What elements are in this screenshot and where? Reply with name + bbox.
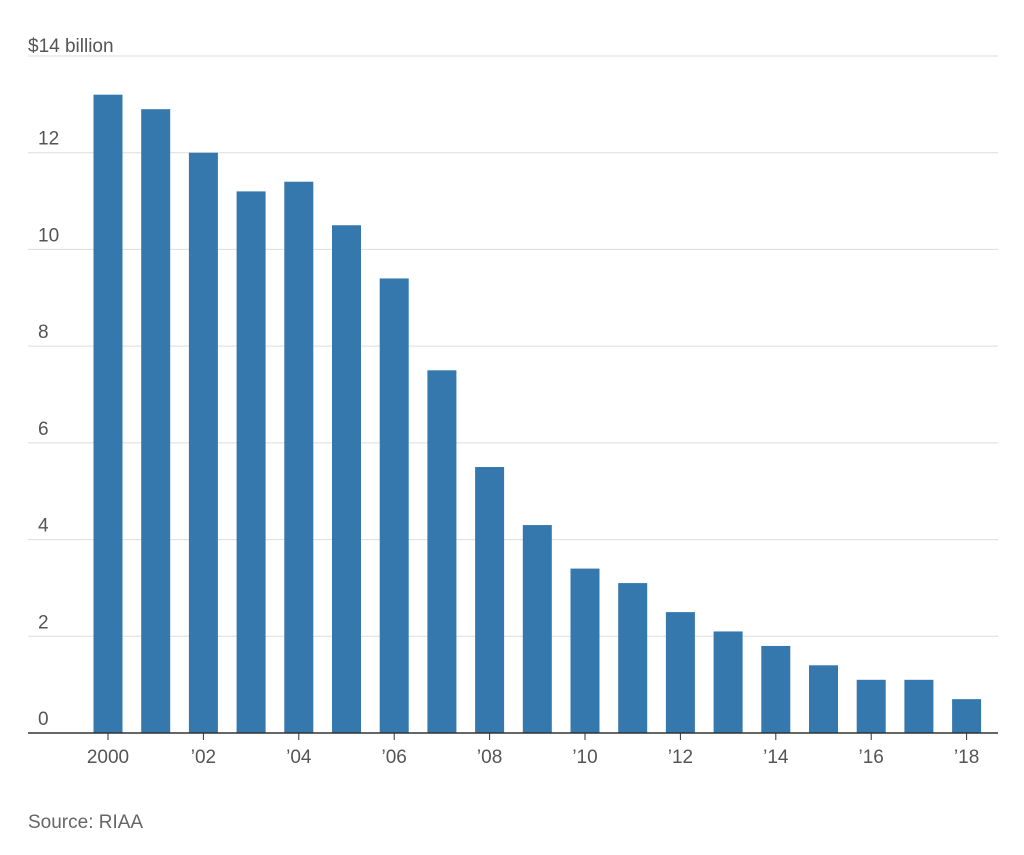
y-tick-label: 8: [38, 322, 49, 343]
bar: [284, 181, 314, 733]
bar: [761, 645, 791, 733]
bar: [713, 631, 743, 733]
y-tick-label: 12: [38, 129, 59, 150]
bar: [856, 679, 886, 733]
bar: [188, 152, 218, 733]
x-tick-label: ’12: [668, 747, 693, 768]
y-tick-label: 0: [38, 709, 49, 730]
x-tick-label: ’10: [572, 747, 597, 768]
x-tick-label: 2000: [87, 747, 129, 768]
bar: [427, 370, 457, 733]
y-unit-label: $14 billion: [28, 36, 114, 57]
x-tick-label: ’06: [382, 747, 407, 768]
y-tick-label: 2: [38, 612, 49, 633]
bar: [952, 699, 982, 733]
y-tick-label: 4: [38, 516, 49, 537]
bar: [570, 568, 600, 733]
bar: [618, 583, 648, 733]
x-tick-label: ’14: [763, 747, 789, 768]
x-tick-label: ’02: [191, 747, 216, 768]
bar: [236, 191, 266, 733]
bar: [141, 109, 171, 733]
source-note: Source: RIAA: [28, 812, 144, 833]
bar: [665, 612, 695, 733]
bar: [475, 467, 505, 733]
x-tick-label: ’04: [286, 747, 312, 768]
x-tick-label: ’18: [954, 747, 979, 768]
bar: [904, 679, 934, 733]
bar: [522, 525, 552, 733]
bar: [809, 665, 838, 733]
y-tick-label: 6: [38, 419, 49, 440]
x-tick-label: ’16: [859, 747, 884, 768]
bar: [379, 278, 409, 733]
y-tick-label: 10: [38, 225, 59, 246]
x-tick-label: ’08: [477, 747, 502, 768]
bar: [332, 225, 361, 733]
bar: [93, 94, 123, 733]
